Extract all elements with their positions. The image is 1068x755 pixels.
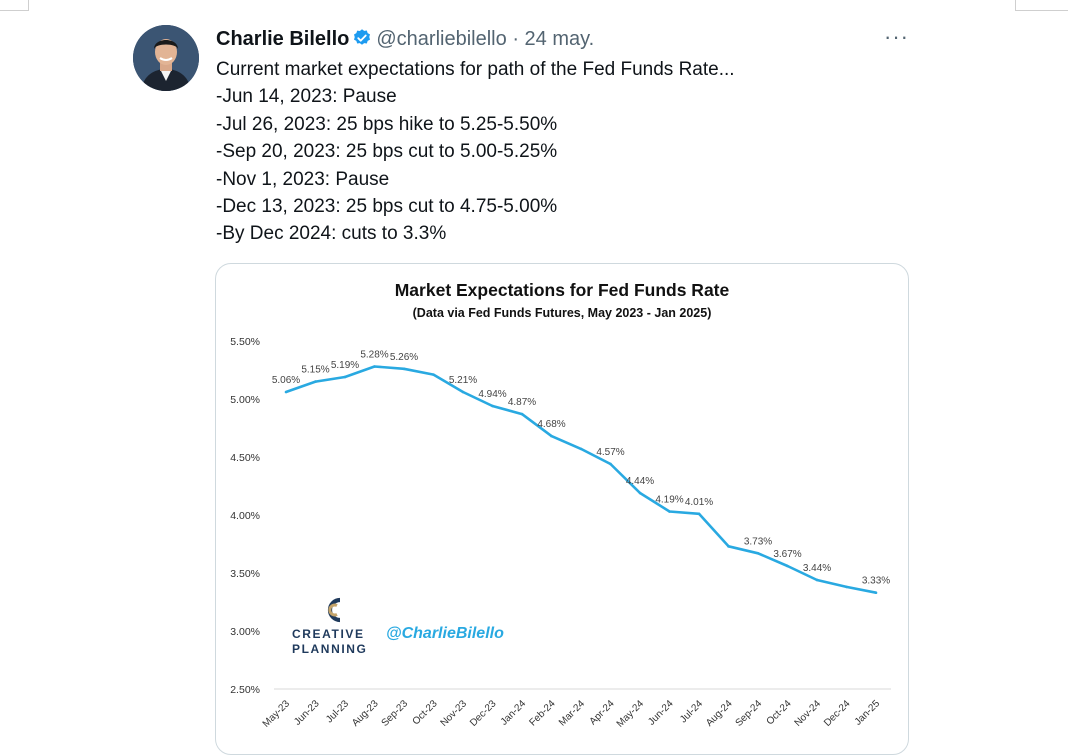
tweet-line: -By Dec 2024: cuts to 3.3%: [216, 223, 447, 245]
data-label: 5.06%: [272, 375, 300, 386]
data-label: 4.94%: [478, 389, 506, 400]
x-tick-label: May-24: [615, 698, 647, 730]
creative-planning-logo-icon: [327, 597, 341, 623]
tweet-line: -Jul 26, 2023: 25 bps hike to 5.25-5.50%: [216, 113, 558, 135]
avatar-photo-icon: [133, 25, 199, 91]
data-point: [845, 585, 848, 589]
data-point: [668, 510, 671, 513]
window-frame-left: [0, 0, 29, 11]
x-tick-label: Jan-25: [853, 698, 883, 728]
x-tick-label: Jun-23: [292, 698, 322, 728]
x-tick-label: Nov-23: [439, 698, 470, 729]
tweet: Charlie Bilello @charliebilello · 24 may.…: [133, 24, 909, 755]
data-point: [491, 404, 494, 408]
tweet-header: Charlie Bilello @charliebilello · 24 may.: [216, 27, 594, 54]
y-tick-label: 5.50%: [230, 336, 260, 348]
tweet-line: -Jun 14, 2023: Pause: [216, 86, 397, 108]
data-point: [697, 512, 701, 516]
y-tick-label: 5.00%: [230, 394, 260, 406]
data-point: [756, 551, 760, 555]
data-point: [727, 545, 730, 548]
x-tick-label: Aug-23: [350, 698, 381, 729]
tweet-line: -Nov 1, 2023: Pause: [216, 168, 390, 190]
data-label: 3.67%: [773, 549, 801, 560]
x-tick-label: Feb-24: [527, 698, 557, 728]
author-handle[interactable]: @charliebilello: [376, 28, 507, 50]
logo-text-line1: CREATIVE: [292, 627, 365, 641]
data-label: 5.15%: [301, 365, 329, 376]
data-label: 3.33%: [862, 576, 890, 587]
data-label: 3.44%: [803, 563, 831, 574]
data-point: [874, 591, 878, 595]
x-tick-label: Sep-23: [380, 698, 411, 729]
author-name[interactable]: Charlie Bilello: [216, 28, 350, 50]
data-label: 4.01%: [685, 497, 713, 508]
x-tick-label: Apr-24: [588, 698, 617, 727]
data-point: [550, 434, 553, 438]
data-point: [609, 462, 612, 466]
x-tick-label: Nov-24: [793, 698, 824, 729]
x-tick-label: Sep-24: [734, 698, 765, 729]
x-tick-label: Dec-23: [468, 698, 499, 729]
chart-subtitle: (Data via Fed Funds Futures, May 2023 - …: [413, 306, 712, 320]
data-point: [786, 564, 789, 568]
data-label: 4.68%: [537, 419, 565, 430]
data-point: [520, 412, 524, 416]
y-tick-label: 4.50%: [230, 452, 260, 464]
tweet-text: Current market expectations for path of …: [216, 56, 735, 248]
data-label: 5.21%: [449, 375, 477, 386]
x-tick-label: Mar-24: [557, 698, 587, 728]
data-point: [373, 365, 376, 368]
data-label: 3.73%: [744, 536, 772, 547]
watermark-handle: @CharlieBilello: [386, 625, 504, 642]
header-separator: ·: [512, 28, 519, 50]
x-tick-label: Oct-24: [765, 698, 794, 727]
data-point: [815, 578, 819, 582]
tweet-date[interactable]: 24 may.: [524, 28, 595, 50]
fed-funds-chart: Market Expectations for Fed Funds Rate (…: [230, 280, 891, 730]
y-tick-label: 4.00%: [230, 510, 260, 522]
verified-badge-icon: [352, 28, 372, 54]
creative-planning-logo: CREATIVE PLANNING: [292, 597, 367, 656]
logo-text-line2: PLANNING: [292, 642, 367, 656]
x-tick-label: May-23: [261, 698, 293, 730]
x-tick-label: Jul-23: [324, 698, 351, 725]
tweet-line: -Sep 20, 2023: 25 bps cut to 5.00-5.25%: [216, 141, 558, 163]
y-tick-label: 2.50%: [230, 684, 260, 696]
x-tick-label: Oct-23: [411, 698, 440, 727]
data-label: 5.28%: [360, 350, 388, 361]
data-point: [284, 390, 288, 394]
data-label: 4.44%: [626, 476, 654, 487]
tweet-media-card[interactable]: Market Expectations for Fed Funds Rate (…: [215, 263, 909, 755]
data-label: 4.87%: [508, 397, 536, 408]
data-label: 4.19%: [655, 495, 683, 506]
y-tick-label: 3.50%: [230, 568, 260, 580]
x-tick-label: Aug-24: [704, 698, 735, 729]
tweet-line: Current market expectations for path of …: [216, 59, 735, 80]
window-frame-right: [1015, 0, 1068, 11]
avatar[interactable]: [133, 25, 199, 91]
data-point: [579, 447, 583, 451]
x-tick-label: Jul-24: [678, 698, 705, 725]
data-point: [461, 390, 465, 394]
data-label: 5.19%: [331, 360, 359, 371]
y-tick-label: 3.00%: [230, 626, 260, 638]
x-tick-label: Dec-24: [822, 698, 853, 729]
more-options-icon[interactable]: ···: [884, 24, 909, 49]
data-labels: 5.06%5.15% 5.19%5.28% 5.26% 5.21%4.94%4.87%…: [272, 350, 890, 595]
data-point: [432, 373, 435, 376]
data-label: 4.57%: [596, 447, 624, 458]
data-point: [314, 380, 317, 383]
x-tick-label: Jun-24: [646, 698, 676, 728]
data-point: [402, 367, 406, 371]
chart-title: Market Expectations for Fed Funds Rate: [395, 280, 730, 300]
x-tick-label: Jan-24: [499, 698, 529, 728]
tweet-line: -Dec 13, 2023: 25 bps cut to 4.75-5.00%: [216, 196, 558, 218]
data-point: [638, 491, 642, 495]
data-point: [343, 375, 347, 379]
y-axis: 5.50% 5.00% 4.50% 4.00% 3.50% 3.00% 2.50%: [230, 336, 260, 696]
data-label: 5.26%: [390, 352, 418, 363]
